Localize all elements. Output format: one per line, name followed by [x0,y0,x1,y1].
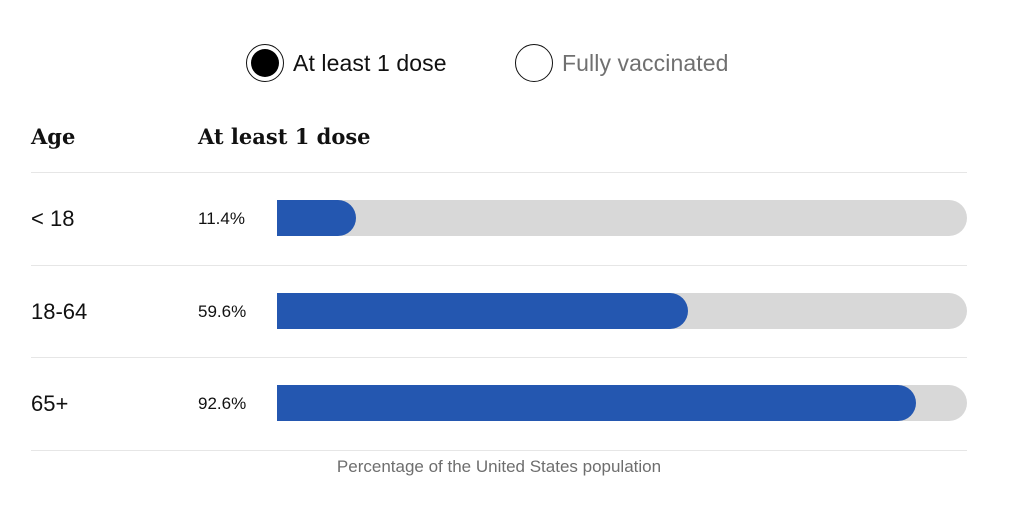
axis-caption: Percentage of the United States populati… [336,457,662,476]
bar-track [277,200,967,236]
column-header-age: Age [31,124,76,149]
bar-fill [277,385,916,421]
toggle-label: At least 1 dose [293,49,447,76]
divider [31,265,967,266]
bar-fill [277,293,689,329]
column-header-metric: At least 1 dose [198,124,371,149]
row-age-label: 18-64 [31,299,88,324]
row-age-label: < 18 [31,206,75,231]
row-percent-label: 92.6% [198,394,247,413]
bar-track [277,385,967,421]
toggle-at-least-1-dose[interactable]: At least 1 dose [246,42,447,84]
row-percent-label: 59.6% [198,302,247,321]
divider [31,172,967,173]
row-percent-label: 11.4% [198,209,245,228]
radio-selected-icon[interactable] [246,44,284,82]
toggle-label: Fully vaccinated [562,49,729,76]
radio-unselected-icon[interactable] [515,44,553,82]
divider [31,357,967,358]
bar-track [277,293,967,329]
divider [31,450,967,451]
row-age-label: 65+ [31,391,69,416]
toggle-fully-vaccinated[interactable]: Fully vaccinated [515,42,729,84]
bar-fill [277,200,356,236]
